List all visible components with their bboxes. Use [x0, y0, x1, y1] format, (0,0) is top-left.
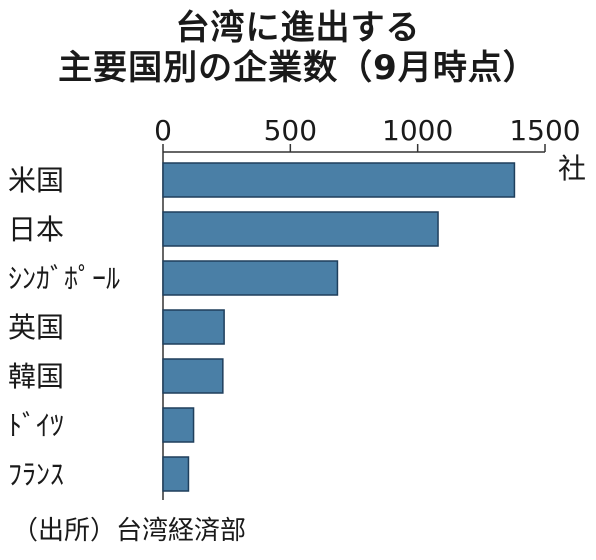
category-label: 米国	[8, 164, 64, 197]
category-label: ﾄﾞｲﾂ	[8, 409, 64, 442]
bar	[162, 260, 339, 296]
chart-subtitle: 主要国別の企業数（9月時点）	[58, 48, 538, 88]
x-tick-label: 1000	[382, 114, 453, 147]
category-label: ｼﾝｶﾞﾎﾟｰﾙ	[8, 262, 120, 295]
category-label: 英国	[8, 311, 64, 344]
category-label: 韓国	[8, 360, 64, 393]
category-label: ﾌﾗﾝｽ	[8, 458, 64, 491]
bar	[162, 309, 225, 345]
x-tick-label: 1500	[509, 114, 580, 147]
bar	[162, 162, 516, 198]
chart-title: 台湾に進出する	[175, 8, 421, 48]
bar	[162, 407, 195, 443]
bar	[162, 456, 190, 492]
x-tick-label: 500	[264, 114, 317, 147]
unit-label: 社	[558, 152, 586, 185]
x-tick-label: 0	[154, 114, 172, 147]
bar	[162, 211, 439, 247]
source-note: （出所）台湾経済部	[12, 516, 247, 546]
category-label: 日本	[8, 213, 64, 246]
bar	[162, 358, 224, 394]
